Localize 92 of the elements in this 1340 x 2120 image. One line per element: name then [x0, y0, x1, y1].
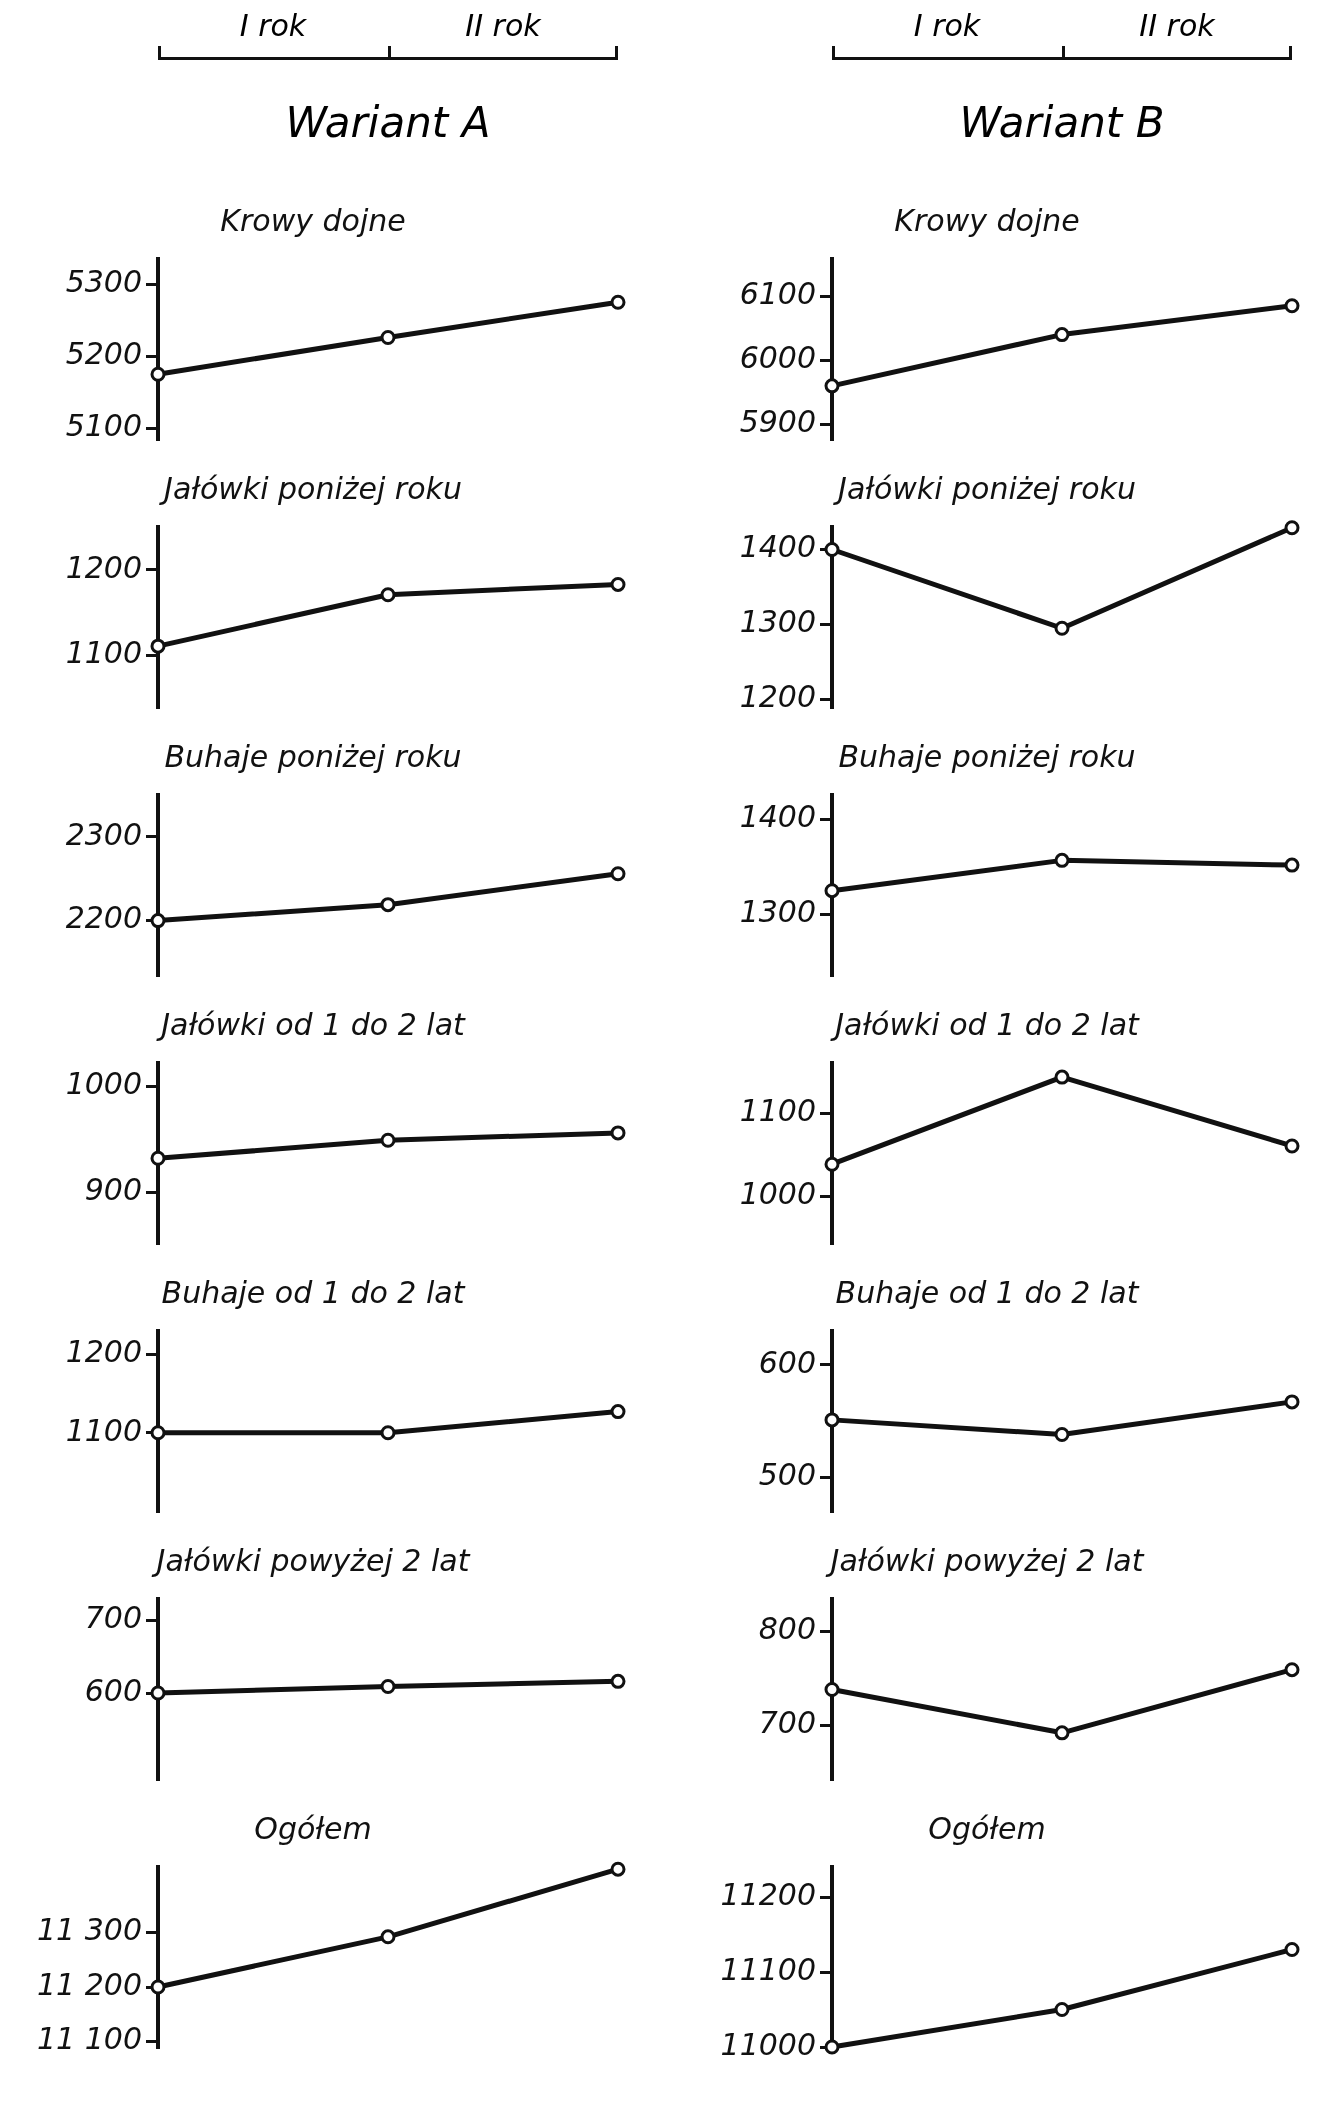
point: [1284, 520, 1300, 536]
point: [380, 1929, 396, 1945]
y-tick-label: 11 300: [37, 1912, 142, 1948]
text: Wariant A: [284, 98, 492, 147]
chart-title: Buhaje poniżej roku: [164, 738, 462, 774]
chart-title: Buhaje od 1 do 2 lat: [161, 1274, 466, 1310]
point: [380, 587, 396, 603]
point: [824, 542, 840, 557]
y-tick-label: 5100: [65, 408, 142, 443]
point: [1054, 327, 1070, 343]
point: [1054, 2002, 1070, 2017]
point: [380, 329, 396, 345]
chart-title: Jałówki poniżej roku: [833, 470, 1136, 506]
chart-title: Ogółem: [254, 1810, 372, 1846]
point: [150, 1979, 166, 1995]
y-tick-label: 11000: [720, 2026, 816, 2062]
point: [1054, 1725, 1070, 1741]
y-tick-label: 1100: [65, 635, 142, 671]
point: [150, 1685, 166, 1701]
point: [150, 366, 166, 382]
point: [824, 2039, 840, 2055]
point: [824, 1412, 840, 1428]
y-tick-label: 1300: [739, 894, 816, 930]
point: [380, 1678, 396, 1694]
point: [610, 576, 626, 592]
y-tick-label: 1200: [739, 679, 816, 715]
point: [1284, 1394, 1300, 1410]
y-tick-label: 11 100: [37, 2021, 142, 2057]
point: [824, 883, 840, 899]
chart-title: Jałówki powyżej 2 lat: [151, 1542, 471, 1578]
y-tick-label: 5300: [65, 264, 142, 299]
chart-title: Buhaje od 1 do 2 lat: [835, 1274, 1140, 1310]
point: [1284, 298, 1300, 314]
point: [1054, 852, 1070, 868]
point: [380, 1132, 396, 1148]
point: [1284, 1942, 1300, 1957]
text: II rok: [464, 8, 542, 43]
point: [380, 897, 396, 913]
y-tick-label: 1000: [65, 1066, 142, 1102]
point: [1284, 857, 1300, 873]
y-tick-label: 11100: [720, 1951, 816, 1987]
point: [610, 1125, 626, 1141]
chart-title: Krowy dojne: [220, 202, 406, 238]
y-tick-label: 2300: [65, 816, 142, 852]
y-tick-label: 1400: [739, 799, 816, 835]
text: Wariant B: [958, 98, 1166, 147]
y-tick-label: 800: [758, 1610, 816, 1646]
point: [1054, 620, 1070, 636]
point: [824, 1156, 840, 1172]
text: I rok: [912, 8, 982, 43]
point: [1284, 1138, 1300, 1154]
y-tick-label: 5200: [65, 336, 142, 371]
y-tick-label: 1400: [739, 529, 816, 565]
y-tick-label: 700: [758, 1705, 816, 1741]
chart-title: Krowy dojne: [894, 202, 1080, 238]
y-tick-label: 11200: [720, 1876, 816, 1912]
text: I rok: [238, 8, 308, 43]
y-tick-label: 600: [758, 1344, 816, 1380]
point: [824, 1681, 840, 1697]
point: [610, 294, 626, 310]
point: [1054, 1069, 1070, 1085]
chart-title: Ogółem: [928, 1810, 1046, 1846]
y-tick-label: 1000: [739, 1176, 816, 1212]
y-tick-label: 700: [84, 1599, 142, 1635]
chart-title: Buhaje poniżej roku: [838, 738, 1136, 774]
point: [150, 913, 166, 929]
y-tick-label: 1200: [65, 1334, 142, 1370]
point: [150, 638, 166, 654]
chart-title: Jałówki od 1 do 2 lat: [830, 1006, 1141, 1042]
point: [610, 1861, 626, 1877]
y-tick-label: 600: [84, 1672, 142, 1708]
y-tick-label: 5900: [739, 404, 816, 440]
point: [610, 1673, 626, 1689]
y-tick-label: 1300: [739, 604, 816, 640]
y-tick-label: 6100: [739, 275, 816, 311]
y-tick-label: 1200: [65, 549, 142, 585]
chart-title: Jałówki powyżej 2 lat: [825, 1542, 1145, 1578]
y-tick-label: 6000: [739, 340, 816, 376]
point: [824, 378, 840, 394]
point: [1284, 1662, 1300, 1678]
point: [1054, 1427, 1070, 1442]
point: [610, 866, 626, 882]
chart-title: Jałówki od 1 do 2 lat: [156, 1006, 467, 1042]
text: II rok: [1138, 8, 1216, 43]
y-tick-label: 1100: [739, 1093, 816, 1129]
y-tick-label: 900: [84, 1171, 142, 1207]
y-tick-label: 11 200: [37, 1966, 142, 2002]
y-tick-label: 500: [758, 1457, 816, 1493]
point: [150, 1150, 166, 1166]
chart-title: Jałówki poniżej roku: [159, 470, 462, 506]
y-tick-label: 1100: [65, 1412, 142, 1448]
y-tick-label: 2200: [65, 900, 142, 936]
